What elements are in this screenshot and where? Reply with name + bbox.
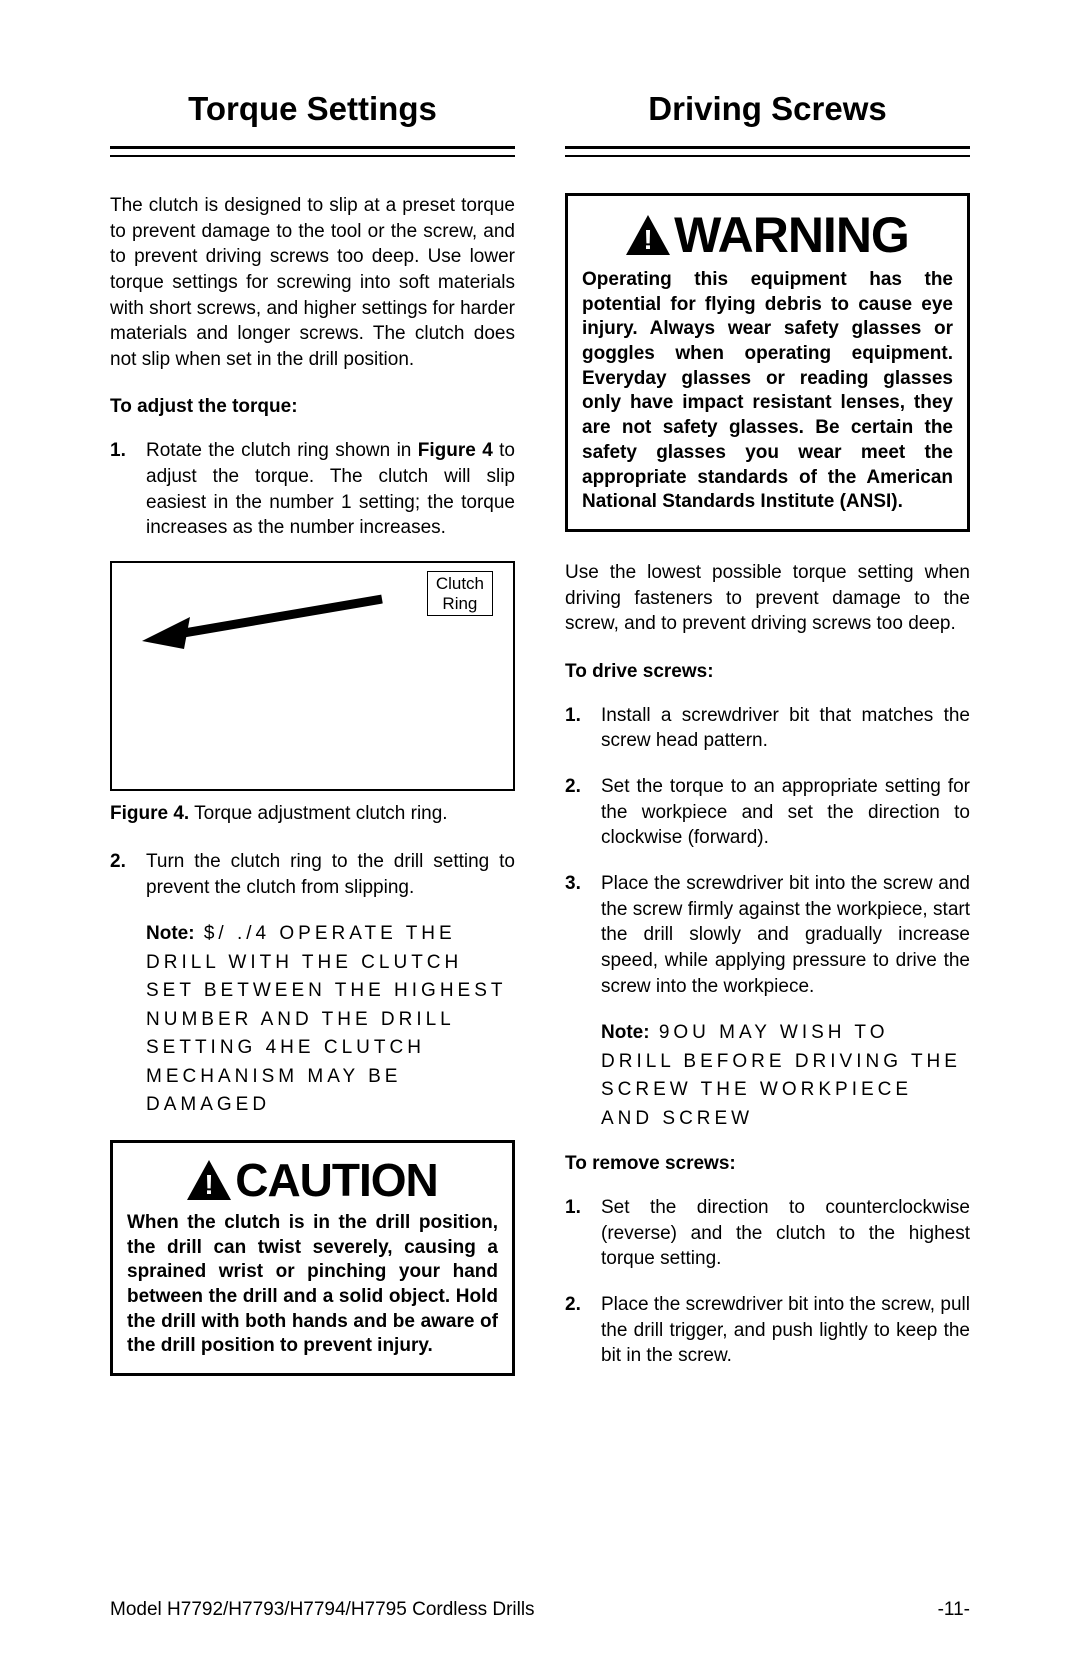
right-column: Driving Screws ! WARNING Operating this … — [565, 90, 970, 1404]
remove-step-1: Set the direction to counterclockwise (r… — [565, 1195, 970, 1272]
warning-body: Operating this equipment has the potenti… — [582, 268, 953, 515]
warning-header: ! WARNING — [582, 206, 953, 264]
warning-triangle-icon: ! — [187, 1160, 231, 1200]
adjust-heading: To adjust the torque: — [110, 396, 515, 418]
footer-model: Model H7792/H7793/H7794/H7795 Cordless D… — [110, 1599, 535, 1621]
torque-intro: The clutch is designed to slip at a pres… — [110, 193, 515, 372]
step1-figref: Figure 4 — [418, 440, 493, 461]
footer: Model H7792/H7793/H7794/H7795 Cordless D… — [110, 1599, 970, 1621]
adjust-step-2: Turn the clutch ring to the drill settin… — [110, 849, 515, 900]
caution-word: CAUTION — [235, 1153, 438, 1207]
adjust-steps-2: Turn the clutch ring to the drill settin… — [110, 849, 515, 900]
warning-word: WARNING — [674, 206, 909, 264]
note-body: $/ ./4 OPERATE THE DRILL WITH THE CLUTCH… — [146, 923, 506, 1115]
remove-heading: To remove screws: — [565, 1153, 970, 1175]
rule-thick — [110, 146, 515, 149]
step1-prefix: Rotate the clutch ring shown in — [146, 440, 418, 461]
note-label: Note: — [146, 923, 195, 944]
adjust-steps: Rotate the clutch ring shown in Figure 4… — [110, 438, 515, 541]
remove-step-2: Place the screwdriver bit into the screw… — [565, 1292, 970, 1369]
clutch-ring-label: Clutch Ring — [427, 571, 493, 616]
torque-note: Note: $/ ./4 OPERATE THE DRILL WITH THE … — [110, 920, 515, 1120]
rule-thin-r — [565, 155, 970, 157]
figure-4-box: Clutch Ring — [110, 561, 515, 791]
figure-caption: Figure 4. Torque adjustment clutch ring. — [110, 803, 515, 825]
svg-text:!: ! — [644, 224, 653, 255]
caution-body: When the clutch is in the drill position… — [127, 1211, 498, 1359]
rule-thick-r — [565, 146, 970, 149]
drive-step-2: Set the torque to an appropriate setting… — [565, 774, 970, 851]
caution-box: ! CAUTION When the clutch is in the dril… — [110, 1140, 515, 1376]
remove-steps: Set the direction to counterclockwise (r… — [565, 1195, 970, 1369]
fig-label: Figure 4. — [110, 803, 189, 824]
page: Torque Settings The clutch is designed t… — [0, 0, 1080, 1464]
caution-header: ! CAUTION — [127, 1153, 498, 1207]
driving-title: Driving Screws — [565, 90, 970, 128]
svg-text:!: ! — [205, 1169, 214, 1200]
torque-title: Torque Settings — [110, 90, 515, 128]
rule-thin — [110, 155, 515, 157]
arrow-icon — [142, 593, 392, 653]
warning-box: ! WARNING Operating this equipment has t… — [565, 193, 970, 532]
driving-note: Note: 9OU MAY WISH TO DRILL BEFORE DRIVI… — [565, 1019, 970, 1133]
note-body-r: 9OU MAY WISH TO DRILL BEFORE DRIVING THE… — [601, 1022, 961, 1129]
footer-page: -11- — [938, 1599, 970, 1621]
left-column: Torque Settings The clutch is designed t… — [110, 90, 515, 1404]
drive-step-1: Install a screwdriver bit that matches t… — [565, 703, 970, 754]
clutch-line2: Ring — [442, 594, 477, 613]
drive-step-3: Place the screwdriver bit into the screw… — [565, 871, 970, 999]
note-label-r: Note: — [601, 1022, 650, 1043]
driving-intro: Use the lowest possible torque setting w… — [565, 560, 970, 637]
drive-heading: To drive screws: — [565, 661, 970, 683]
adjust-step-1: Rotate the clutch ring shown in Figure 4… — [110, 438, 515, 541]
warning-triangle-icon: ! — [626, 215, 670, 255]
drive-steps: Install a screwdriver bit that matches t… — [565, 703, 970, 999]
fig-text: Torque adjustment clutch ring. — [189, 803, 447, 824]
clutch-line1: Clutch — [436, 574, 484, 593]
